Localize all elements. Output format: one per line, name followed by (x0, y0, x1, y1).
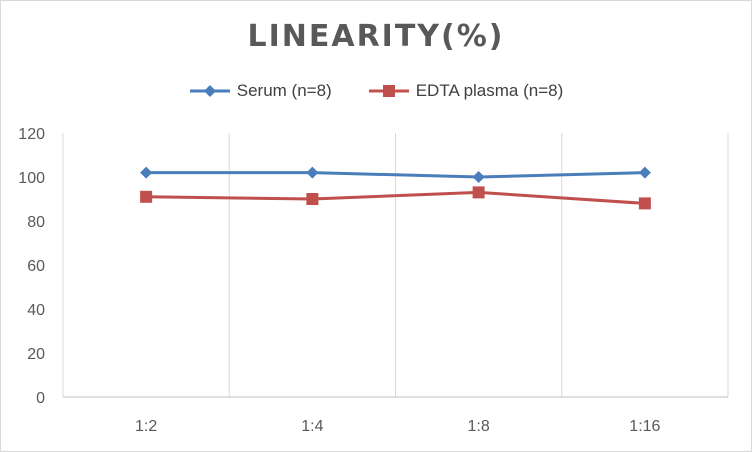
x-tick-label: 1:16 (629, 418, 660, 435)
y-tick-label: 40 (27, 302, 45, 319)
y-tick-label: 120 (18, 126, 45, 143)
x-tick-label: 1:2 (135, 418, 157, 435)
y-tick-label: 100 (18, 170, 45, 187)
chart-legend: Serum (n=8) EDTA plasma (n=8) (1, 81, 751, 101)
chart-title: LINEARITY(%) (247, 19, 505, 54)
y-tick-label: 80 (27, 214, 45, 231)
legend-marker-serum (189, 85, 230, 97)
y-tick-label: 60 (27, 258, 45, 275)
legend-item-edta-plasma: EDTA plasma (n=8) (368, 81, 564, 101)
y-tick-label: 20 (27, 346, 45, 363)
y-tick-label: 0 (36, 390, 45, 407)
data-point-diamond (472, 171, 485, 183)
legend-marker-edta-plasma (368, 85, 409, 97)
legend-label-serum: Serum (n=8) (236, 81, 332, 100)
series-line-0 (146, 171, 645, 179)
data-point-square (306, 193, 319, 205)
data-point-square (472, 186, 485, 199)
data-point-square (140, 190, 153, 203)
data-point-diamond (140, 166, 153, 179)
legend-label-edta-plasma: EDTA plasma (n=8) (415, 81, 564, 100)
legend-item-serum: Serum (n=8) (189, 81, 332, 101)
x-tick-label: 1:8 (468, 418, 490, 435)
data-point-diamond (638, 166, 651, 179)
data-point-square (638, 197, 651, 210)
data-point-diamond (306, 166, 319, 179)
series-line-1 (146, 190, 645, 205)
x-tick-label: 1:4 (301, 418, 323, 435)
